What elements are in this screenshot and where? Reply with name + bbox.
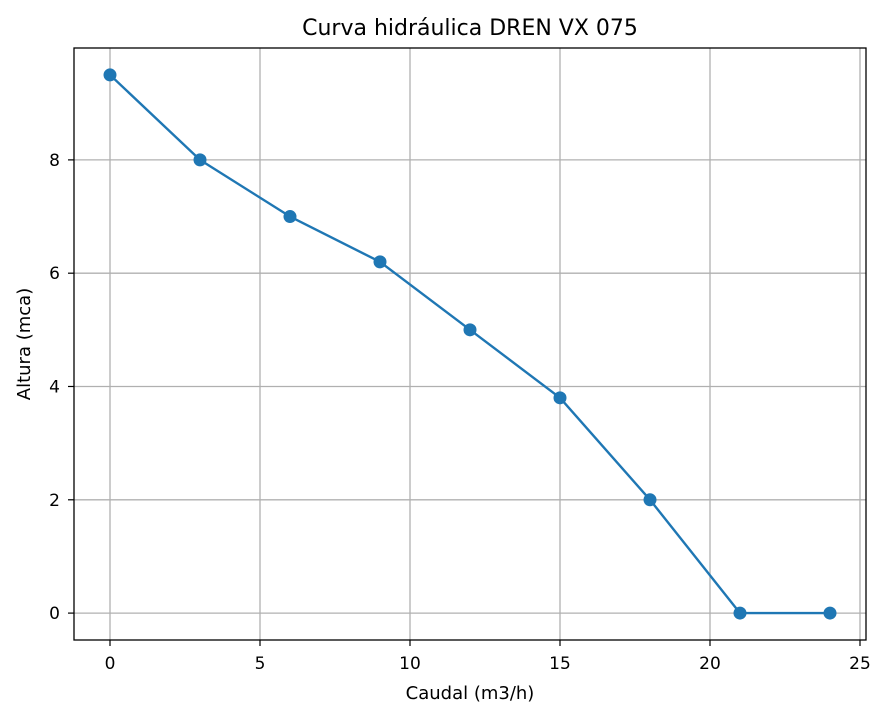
chart-title: Curva hidráulica DREN VX 075 [302, 16, 638, 41]
x-tick-label: 0 [105, 654, 116, 674]
data-point [463, 323, 477, 337]
data-point [823, 606, 837, 620]
y-tick-label: 8 [49, 151, 60, 171]
plot-frame [73, 47, 867, 641]
y-tick-label: 4 [49, 377, 60, 397]
series-line [109, 74, 830, 615]
x-tick-label: 25 [849, 654, 871, 674]
data-point [643, 493, 657, 507]
grid [74, 48, 866, 640]
x-tick-label: 5 [255, 654, 266, 674]
y-tick-label: 0 [49, 604, 60, 624]
y-tick-label: 2 [49, 491, 60, 511]
x-tick-label: 10 [399, 654, 421, 674]
x-axis-title: Caudal (m3/h) [406, 683, 535, 704]
data-point [373, 255, 387, 269]
x-tick-label: 15 [549, 654, 571, 674]
y-axis-title: Altura (mca) [14, 288, 35, 400]
data-point [103, 68, 117, 82]
ticks: 0 5 10 15 20 25 0 2 4 6 8 [49, 151, 871, 674]
x-tick-label: 20 [699, 654, 721, 674]
data-point [193, 153, 207, 167]
data-point [553, 391, 567, 405]
data-point [283, 210, 297, 224]
series-layer [103, 68, 837, 620]
data-point [733, 606, 747, 620]
y-tick-label: 6 [49, 264, 60, 284]
